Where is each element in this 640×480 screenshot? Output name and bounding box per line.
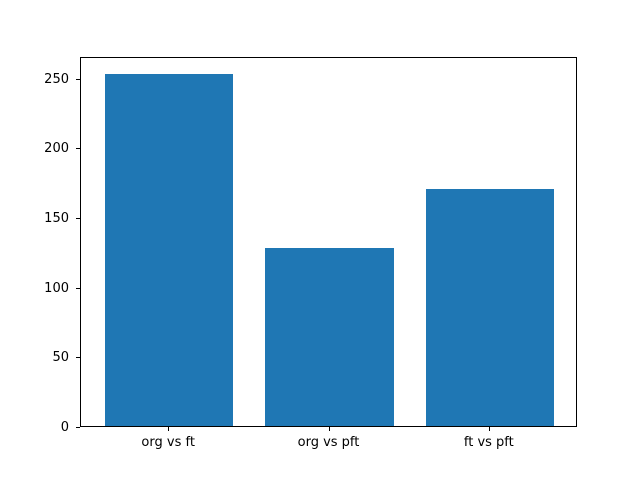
y-tick-label: 250: [44, 71, 69, 87]
bar-org-vs-ft: [105, 73, 234, 426]
x-tick-label: org vs ft: [141, 435, 195, 450]
x-tick-mark: [328, 427, 330, 431]
y-tick-mark: [76, 357, 80, 359]
bar-org-vs-pft: [265, 247, 394, 426]
x-tick-label: ft vs pft: [463, 435, 514, 450]
x-tick-mark: [488, 427, 490, 431]
bar-ft-vs-pft: [425, 189, 554, 426]
y-tick-mark: [76, 148, 80, 150]
plot-area: [80, 57, 577, 427]
y-tick-label: 100: [44, 280, 69, 296]
x-tick-label: org vs pft: [297, 435, 360, 450]
y-tick-mark: [76, 287, 80, 289]
x-tick-mark: [168, 427, 170, 431]
y-tick-label: 200: [44, 141, 69, 157]
y-tick-mark: [76, 218, 80, 220]
y-tick-mark: [76, 427, 80, 428]
y-tick-label: 0: [60, 420, 69, 435]
y-tick-label: 50: [52, 350, 69, 366]
y-tick-label: 150: [44, 211, 69, 227]
y-tick-mark: [76, 78, 80, 80]
